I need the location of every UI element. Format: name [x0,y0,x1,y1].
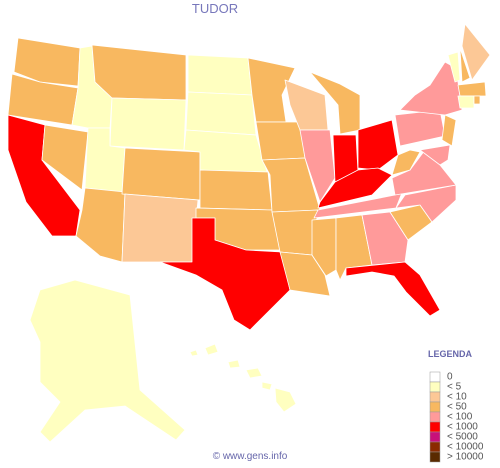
legend-label: > 10000 [447,452,484,463]
state-region [457,81,487,97]
state-region [419,144,451,166]
state-region [395,184,457,223]
legend-label: < 5 [447,382,462,393]
legend-swatch [429,451,441,463]
state-region [274,387,297,413]
state-region [159,217,291,331]
legend-swatch [429,381,441,393]
state-region [227,359,241,369]
legend-swatch [429,441,441,453]
state-region [75,187,126,263]
state-region [261,381,273,391]
state-region [91,44,187,101]
state-region [299,129,336,203]
state-region [109,97,187,151]
legend-swatch [429,371,441,383]
state-region [121,193,199,263]
state-region [204,343,219,356]
state-region [361,211,409,266]
state-region [317,167,393,209]
state-region [313,184,406,219]
state-region [459,47,471,83]
state-region [245,367,263,379]
map-title: TUDOR [192,1,238,16]
legend-swatch [429,431,441,443]
legend-swatch [429,391,441,403]
state-region [473,95,481,105]
legend-label: < 10 [447,392,467,403]
state-region [394,109,446,147]
state-region [29,279,186,443]
state-region [187,54,253,96]
legend-label: < 5000 [447,432,478,443]
state-region [447,51,461,83]
legend: 0< 5< 10< 50< 100< 1000< 5000< 10000> 10… [429,371,484,463]
footer: © www.gens.info [213,451,288,462]
state-region [271,209,319,256]
states [7,23,491,443]
state-region [311,217,337,277]
legend-label: 0 [447,372,453,383]
state-region [391,149,421,176]
state-region [461,23,491,81]
state-region [41,124,89,191]
legend-title: LEGENDA [428,349,473,359]
state-region [189,349,199,357]
state-region [185,91,257,136]
legend-swatch [429,421,441,433]
legend-swatch [429,411,441,423]
legend-label: < 50 [447,402,467,413]
legend-swatch [429,401,441,413]
legend-label: < 10000 [447,442,484,453]
state-region [345,261,441,317]
state-region [121,147,201,201]
state-region [279,251,331,297]
state-region [457,95,475,109]
state-region [199,169,273,211]
legend-label: < 1000 [447,422,478,433]
state-region [255,121,306,161]
state-region [357,119,399,171]
state-region [13,37,81,87]
legend-label: < 100 [447,412,473,423]
state-region [441,114,457,147]
